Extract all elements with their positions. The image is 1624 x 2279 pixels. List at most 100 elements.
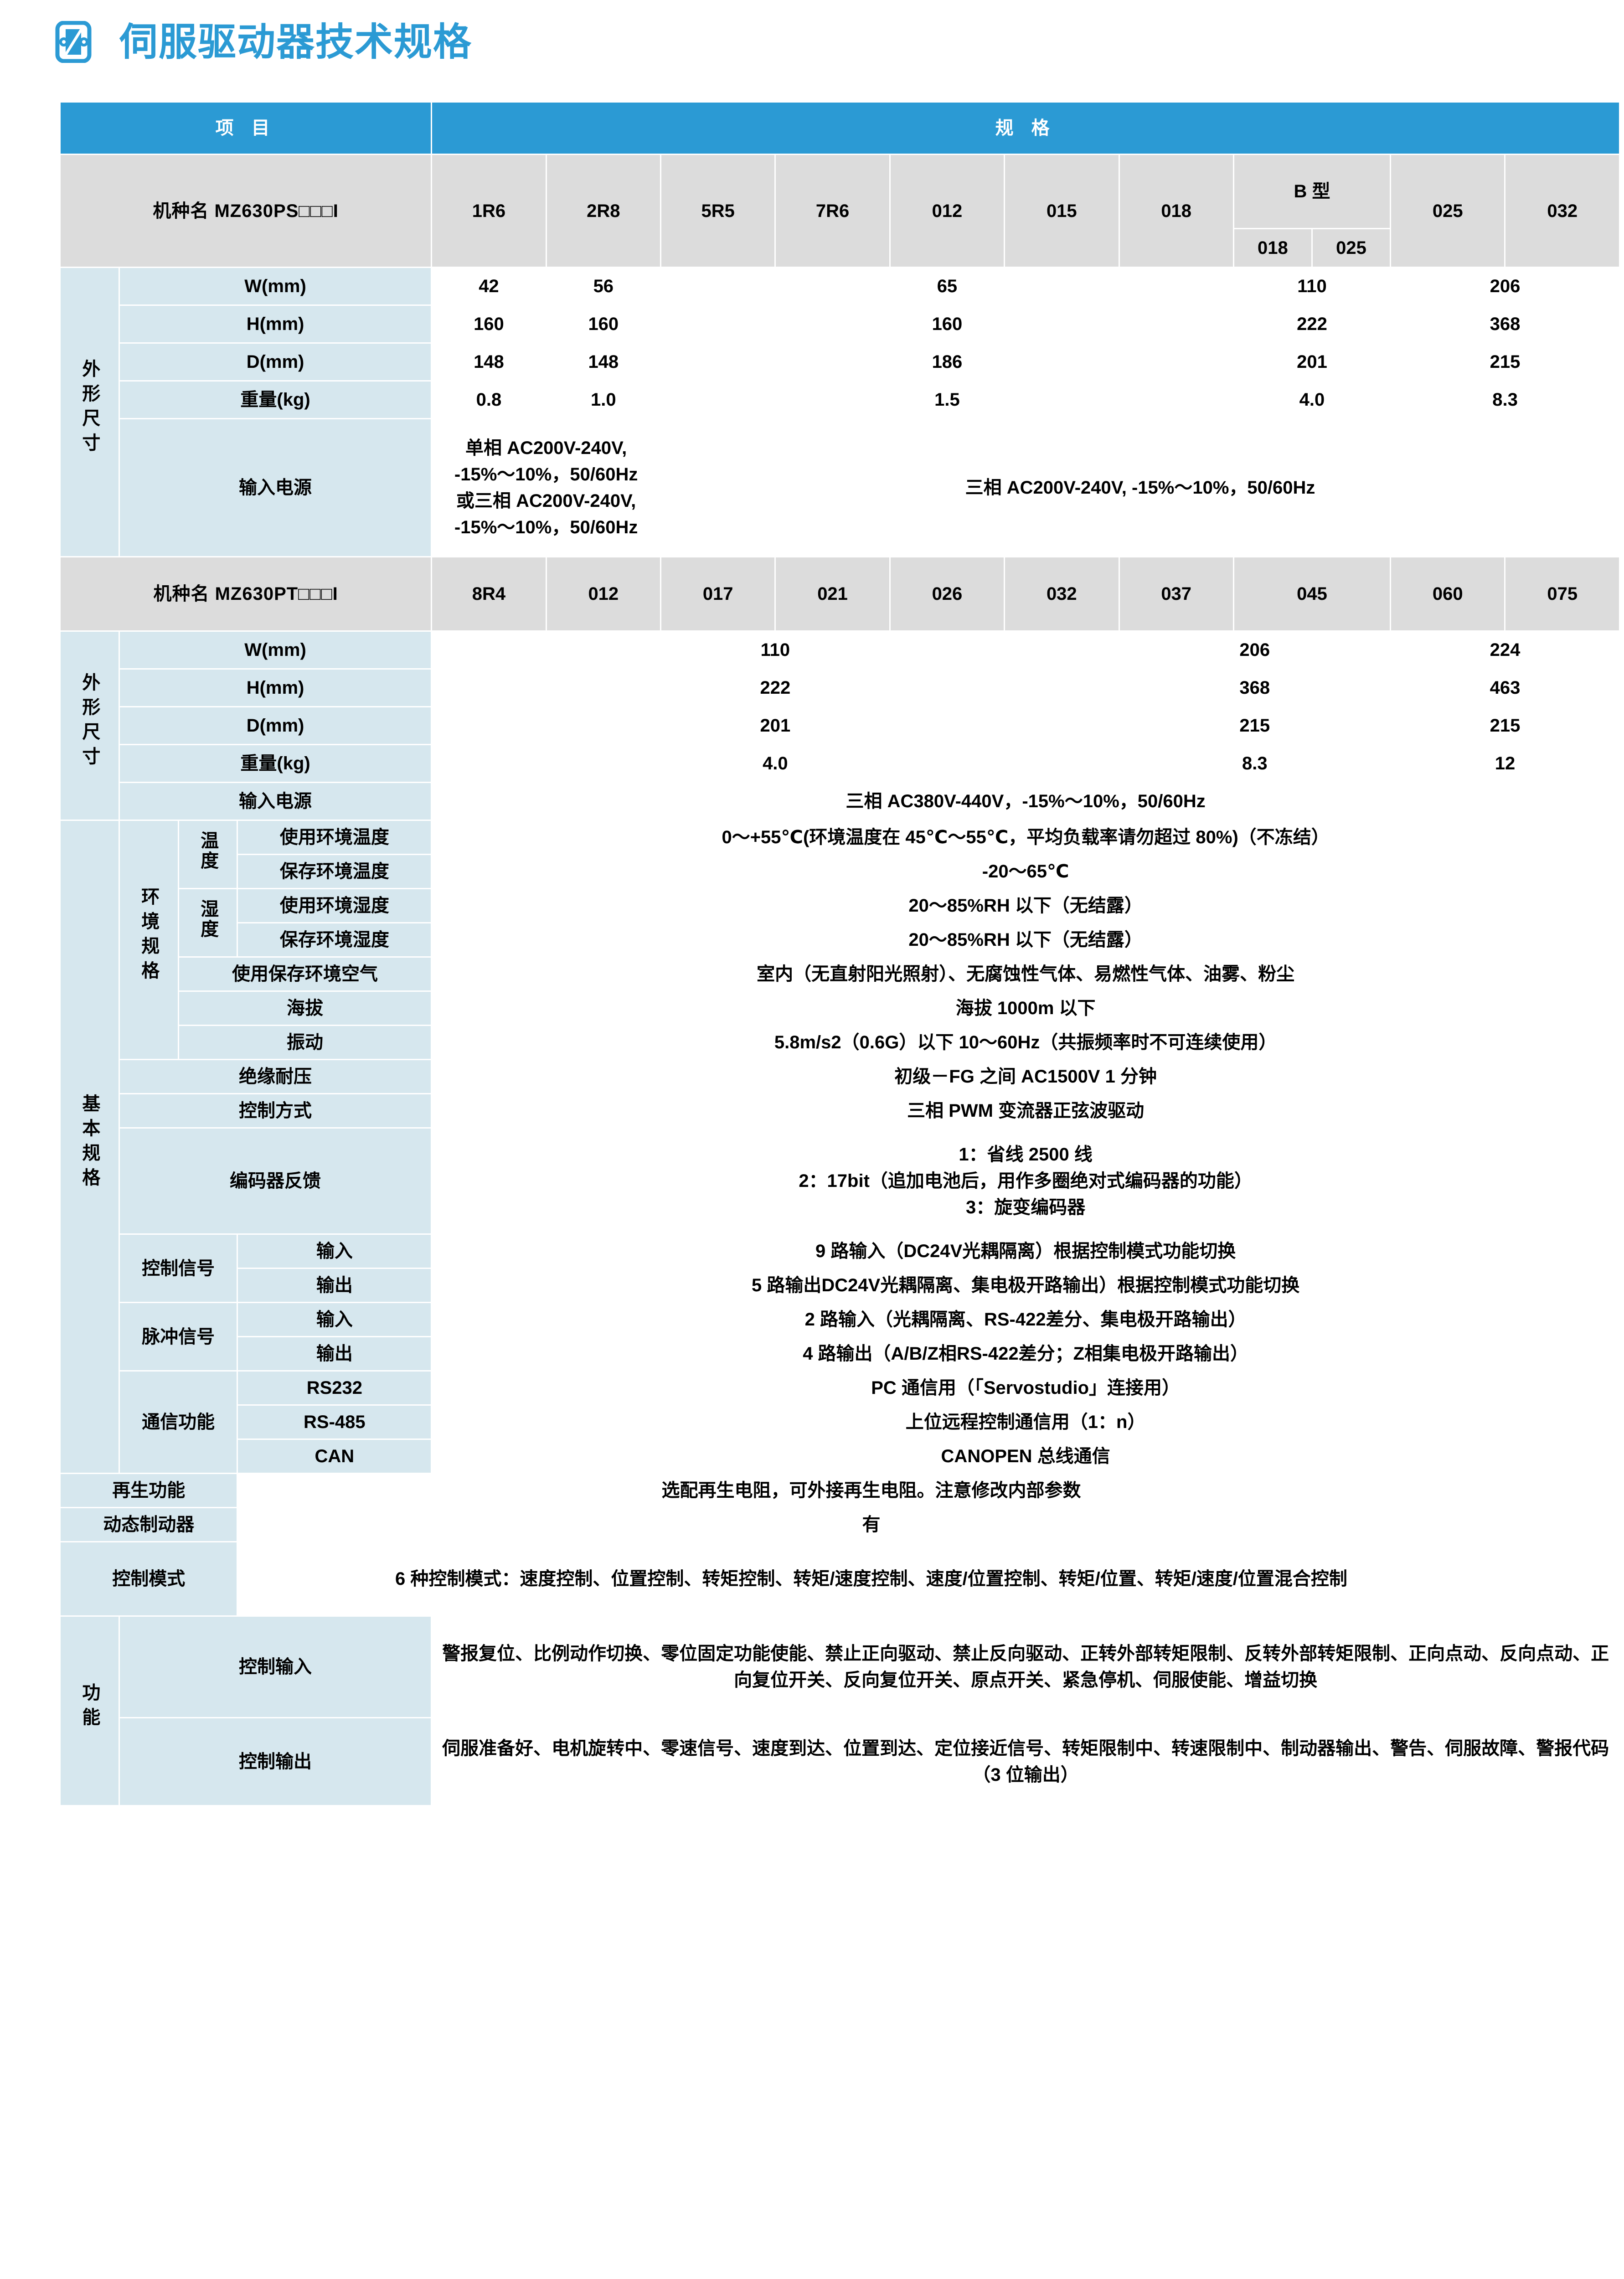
store-temp-value: -20～65℃	[432, 855, 1619, 888]
pt-h-v1: 222	[432, 670, 1119, 706]
basic-row-use-hum: 湿度 使用环境湿度 20～85%RH 以下（无结露）	[61, 889, 1619, 956]
basic-section-label: 基本规格	[61, 821, 119, 1473]
basic-row-can: CAN CANOPEN 总线通信	[61, 1440, 1619, 1473]
basic-section-label-text: 基本规格	[79, 1094, 100, 1192]
pt-h-label: H(mm)	[119, 670, 431, 706]
basic-row-use-temp: 基本规格 环境规格 温度 使用环境温度 0～+55℃(环境温度在 45℃～55℃…	[61, 821, 1619, 1473]
device-slash-icon	[54, 21, 96, 63]
env-section-label: 环境规格	[119, 821, 178, 1059]
page-header: 伺服驱动器技术规格	[0, 0, 1624, 68]
ps-power-label: 输入电源	[119, 419, 431, 556]
pulse-in-value: 2 路输入（光耦隔离、RS-422差分、集电极开路输出）	[432, 1303, 1619, 1336]
hum-group-label: 湿度	[179, 889, 237, 956]
ps-h-v4: 222	[1234, 306, 1390, 342]
pt-weight-v1: 4.0	[432, 745, 1119, 782]
ctrl-signal-in-value: 9 路输入（DC24V光耦隔离）根据控制模式功能切换	[432, 1235, 1619, 1268]
ps-weight-v2: 1.0	[546, 382, 660, 418]
ps-model-2r8: 2R8	[546, 155, 660, 267]
env-section-label-text: 环境规格	[139, 887, 159, 985]
pt-row-h: H(mm) 222 368 463	[61, 670, 1619, 706]
basic-row-ctrl-signal-in: 控制信号 输入 9 路输入（DC24V光耦隔离）根据控制模式功能切换	[61, 1235, 1619, 1302]
vibration-value: 5.8m/s2（0.6G）以下 10～60Hz（共振频率时不可连续使用）	[432, 1026, 1619, 1059]
specification-table: 项 目 规 格 机种名 MZ630PS□□□I 1R6 2R8 5R5 7R6 …	[59, 101, 1620, 1806]
pulse-signal-label: 脉冲信号	[119, 1303, 237, 1370]
ps-w-v5: 206	[1391, 268, 1619, 304]
ps-power-right: 三相 AC200V-240V, -15%～10%，50/60Hz	[661, 419, 1619, 556]
ps-row-weight: 重量(kg) 0.8 1.0 1.5 4.0 8.3	[61, 382, 1619, 418]
pt-model-037: 037	[1119, 557, 1233, 630]
insulation-label: 绝缘耐压	[119, 1060, 431, 1093]
function-row-input: 功能 控制输入 警报复位、比例动作切换、零位固定功能使能、禁止正向驱动、禁止反向…	[61, 1617, 1619, 1805]
ps-w-v2: 56	[546, 268, 660, 304]
pt-row-d: D(mm) 201 215 215	[61, 707, 1619, 744]
basic-row-regen: 再生功能 选配再生电阻，可外接再生电阻。注意修改内部参数	[61, 1474, 1619, 1507]
ps-h-v2: 160	[546, 306, 660, 342]
basic-row-store-temp: 保存环境温度 -20～65℃	[61, 855, 1619, 888]
ctrl-input-value: 警报复位、比例动作切换、零位固定功能使能、禁止正向驱动、禁止反向驱动、正转外部转…	[432, 1617, 1619, 1717]
ctrl-signal-out-label: 输出	[238, 1269, 431, 1302]
ps-model-015: 015	[1005, 155, 1119, 267]
ctrl-output-value: 伺服准备好、电机旋转中、零速信号、速度到达、位置到达、定位接近信号、转矩限制中、…	[432, 1718, 1619, 1805]
pt-model-021: 021	[776, 557, 889, 630]
header-item: 项 目	[61, 103, 431, 154]
pt-d-v3: 215	[1391, 707, 1619, 744]
ctrl-signal-label: 控制信号	[119, 1235, 237, 1302]
pt-row-weight: 重量(kg) 4.0 8.3 12	[61, 745, 1619, 782]
pulse-out-value: 4 路输出（A/B/Z相RS-422差分；Z相集电极开路输出）	[432, 1337, 1619, 1370]
comm-label: 通信功能	[119, 1372, 237, 1473]
pt-model-032: 032	[1005, 557, 1119, 630]
pt-d-label: D(mm)	[119, 707, 431, 744]
vibration-label: 振动	[179, 1026, 431, 1059]
pt-section-label: 外形尺寸	[61, 632, 119, 820]
ps-d-v4: 201	[1234, 344, 1390, 380]
header-spec: 规 格	[432, 103, 1619, 154]
pt-h-v2: 368	[1119, 670, 1390, 706]
basic-row-dynbrake: 动态制动器 有	[61, 1508, 1619, 1541]
ps-h-v3: 160	[661, 306, 1233, 342]
basic-row-insulation: 绝缘耐压 初级－FG 之间 AC1500V 1 分钟	[61, 1060, 1619, 1093]
basic-row-store-hum: 保存环境湿度 20～85%RH 以下（无结露）	[61, 923, 1619, 956]
use-hum-value: 20～85%RH 以下（无结露）	[432, 889, 1619, 922]
pulse-in-label: 输入	[238, 1303, 431, 1336]
function-row-output: 控制输出 伺服准备好、电机旋转中、零速信号、速度到达、位置到达、定位接近信号、转…	[61, 1718, 1619, 1805]
can-value: CANOPEN 总线通信	[432, 1440, 1619, 1473]
encoder-line-2: 2：17bit（追加电池后，用作多圈绝对式编码器的功能）	[799, 1171, 1253, 1191]
ps-weight-v5: 8.3	[1391, 382, 1619, 418]
rs485-value: 上位远程控制通信用（1：n）	[432, 1406, 1619, 1439]
ps-model-018: 018	[1119, 155, 1233, 267]
pt-weight-v3: 12	[1391, 745, 1619, 782]
temp-group-label: 温度	[179, 821, 237, 888]
encoder-label: 编码器反馈	[119, 1129, 431, 1233]
pt-weight-v2: 8.3	[1119, 745, 1390, 782]
rs232-value: PC 通信用（「Servostudio」连接用）	[432, 1372, 1619, 1404]
pt-w-v2: 206	[1119, 632, 1390, 668]
pt-d-v1: 201	[432, 707, 1119, 744]
ps-model-5r5: 5R5	[661, 155, 775, 267]
ps-btype-sub-row: 018 025	[61, 229, 1619, 267]
hum-group-label-text: 湿度	[198, 899, 218, 939]
pt-w-v3: 224	[1391, 632, 1619, 668]
ps-w-v1: 42	[432, 268, 546, 304]
basic-row-ctrl-signal-out: 输出 5 路输出DC24V光耦隔离、集电极开路输出）根据控制模式功能切换	[61, 1269, 1619, 1302]
ps-w-v3: 65	[661, 268, 1233, 304]
pt-model-060: 060	[1391, 557, 1505, 630]
basic-row-control-method: 控制方式 三相 PWM 变流器正弦波驱动	[61, 1094, 1619, 1127]
pt-model-026: 026	[890, 557, 1004, 630]
pt-d-v2: 215	[1119, 707, 1390, 744]
ps-h-label: H(mm)	[119, 306, 431, 342]
ps-w-v4: 110	[1234, 268, 1390, 304]
ps-h-v1: 160	[432, 306, 546, 342]
ps-power-left-l3: 或三相 AC200V-240V,	[456, 491, 636, 511]
pt-power-label: 输入电源	[119, 783, 431, 820]
basic-row-pulse-out: 输出 4 路输出（A/B/Z相RS-422差分；Z相集电极开路输出）	[61, 1337, 1619, 1370]
basic-row-rs232: 通信功能 RS232 PC 通信用（「Servostudio」连接用）	[61, 1372, 1619, 1473]
ps-row-h: H(mm) 160 160 160 222 368	[61, 306, 1619, 342]
ctrl-output-label: 控制输出	[119, 1718, 431, 1805]
ps-model-7r6: 7R6	[776, 155, 889, 267]
dynbrake-value: 有	[238, 1508, 1505, 1541]
can-label: CAN	[238, 1440, 431, 1473]
ps-power-left: 单相 AC200V-240V, -15%～10%，50/60Hz 或三相 AC2…	[432, 419, 660, 556]
ps-section-label-text: 外形尺寸	[79, 359, 100, 458]
page-title: 伺服驱动器技术规格	[119, 21, 473, 63]
basic-row-rs485: RS-485 上位远程控制通信用（1：n）	[61, 1406, 1619, 1439]
